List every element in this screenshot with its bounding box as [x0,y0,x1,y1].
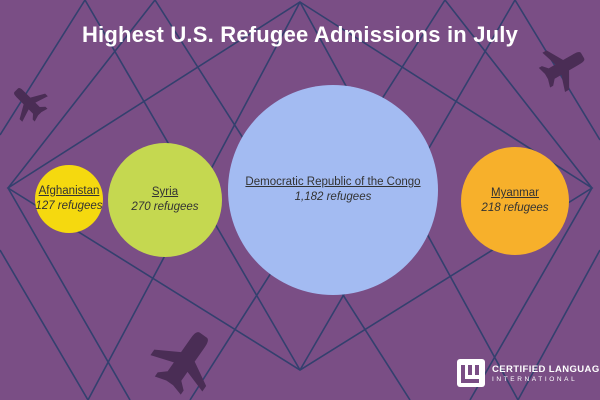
brand-name: CERTIFIED LANGUAGES [492,364,600,375]
bubble-count: 1,182 refugees [294,191,372,203]
bubble: Afghanistan 127 refugees [35,165,103,233]
lattice-line [469,187,593,400]
lattice-line [0,0,86,136]
lattice-line [517,249,600,400]
lattice-line [0,249,89,400]
lattice-line [7,0,156,189]
brand-subtitle: INTERNATIONAL [492,376,578,383]
bubble-country: Democratic Republic of the Congo [245,176,421,188]
bubble-count: 127 refugees [35,200,103,212]
logo-icon [457,359,485,387]
bubble-country: Afghanistan [38,185,100,197]
lattice-line [7,187,131,400]
bubble-country: Syria [151,186,179,198]
bubble: Myanmar 218 refugees [461,147,569,255]
airplane-icon [538,50,585,92]
bubble-count: 218 refugees [481,202,549,214]
bubble: Syria 270 refugees [108,143,222,257]
airplane-icon [14,88,48,122]
chart-title: Highest U.S. Refugee Admissions in July [81,22,519,47]
bubble: Democratic Republic of the Congo 1,182 r… [228,85,438,295]
bubble-country: Myanmar [491,187,539,199]
airplane-icon [150,332,208,395]
bubble-count: 270 refugees [131,201,199,213]
lattice-line [444,0,593,189]
